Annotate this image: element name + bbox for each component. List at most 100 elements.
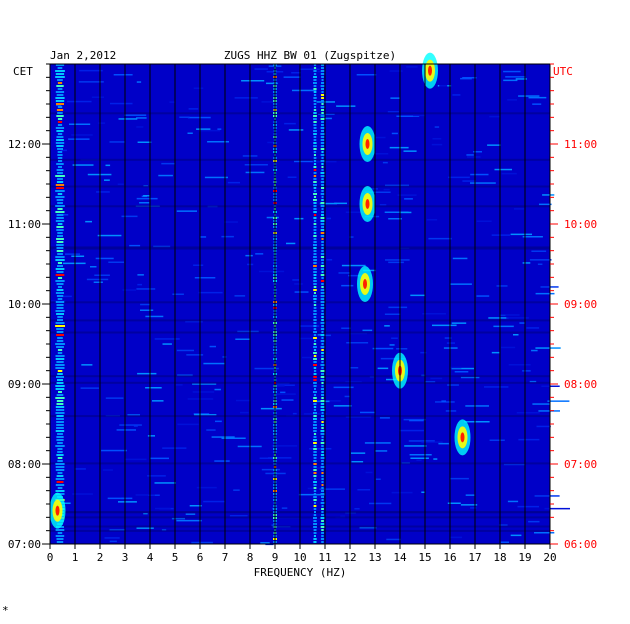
spectral-line-segment bbox=[313, 115, 317, 117]
noise-streak bbox=[211, 436, 235, 438]
spectral-line-segment bbox=[321, 529, 324, 531]
spectral-line-segment bbox=[56, 415, 64, 417]
spectral-line-segment bbox=[313, 73, 317, 75]
spectral-line-segment bbox=[321, 109, 324, 111]
spectral-line-segment bbox=[56, 244, 64, 246]
spectral-line-segment bbox=[57, 379, 63, 381]
spectral-line-segment bbox=[56, 313, 64, 315]
noise-streak bbox=[391, 337, 398, 339]
noise-streak bbox=[334, 202, 347, 205]
noise-streak bbox=[81, 364, 93, 366]
cet-tick-label: 12:00 bbox=[8, 138, 41, 151]
noise-streak bbox=[119, 424, 142, 426]
spectral-line-segment bbox=[320, 268, 325, 270]
spectral-line-segment bbox=[57, 442, 63, 444]
noise-streak bbox=[227, 181, 240, 184]
spectral-line-segment bbox=[55, 97, 65, 99]
noise-streak bbox=[319, 488, 345, 490]
noise-streak bbox=[400, 211, 412, 214]
noise-streak bbox=[354, 508, 360, 510]
noise-streak bbox=[292, 279, 299, 281]
noise-streak bbox=[388, 218, 402, 220]
noise-streak bbox=[389, 146, 409, 149]
noise-streak bbox=[349, 236, 354, 238]
spectral-line-segment bbox=[55, 220, 65, 222]
spectral-line-segment bbox=[313, 316, 317, 318]
spectral-line-segment bbox=[320, 418, 325, 420]
spectral-line-segment bbox=[321, 313, 324, 315]
spectral-line-segment bbox=[313, 88, 317, 90]
spectral-line-segment bbox=[313, 274, 317, 276]
noise-streak bbox=[294, 160, 320, 163]
spectral-line-segment bbox=[56, 214, 64, 216]
noise-streak bbox=[224, 221, 238, 223]
spectral-line-segment bbox=[320, 388, 324, 390]
spectral-line-segment bbox=[56, 427, 64, 429]
spectral-line-segment bbox=[57, 349, 63, 351]
spectral-line-segment bbox=[313, 82, 317, 84]
noise-streak bbox=[350, 367, 359, 369]
noise-streak bbox=[316, 101, 335, 103]
spectral-line-segment bbox=[321, 100, 324, 102]
spectral-line-segment bbox=[320, 220, 325, 222]
spectral-line-segment bbox=[313, 199, 317, 201]
spectral-line-segment bbox=[313, 196, 317, 198]
spectral-line-segment bbox=[56, 295, 64, 297]
noise-streak bbox=[63, 295, 72, 298]
spectral-line-segment bbox=[321, 535, 324, 537]
spectral-line-segment bbox=[320, 139, 325, 141]
spectral-line-segment bbox=[321, 490, 324, 492]
noise-streak bbox=[338, 272, 350, 274]
spectral-line-segment bbox=[320, 292, 325, 294]
noise-streak bbox=[124, 114, 147, 116]
spectral-line-segment bbox=[55, 388, 65, 390]
spectral-line-segment bbox=[313, 64, 317, 66]
spectral-line-segment bbox=[58, 160, 63, 162]
spectral-line-segment bbox=[313, 463, 317, 465]
noise-streak bbox=[67, 100, 92, 103]
spectral-line-segment bbox=[320, 301, 325, 303]
noise-streak bbox=[271, 445, 298, 447]
noise-streak bbox=[426, 219, 438, 221]
noise-streak bbox=[476, 220, 492, 222]
spectral-line-segment bbox=[321, 439, 324, 441]
x-tick-label: 16 bbox=[443, 551, 456, 564]
spectral-line-segment bbox=[313, 358, 317, 360]
spectral-line-segment bbox=[56, 421, 64, 423]
spectral-line-segment bbox=[57, 82, 63, 84]
spectral-line-segment bbox=[313, 127, 317, 129]
spectral-line-segment bbox=[320, 523, 325, 525]
spectral-line-segment bbox=[313, 295, 317, 297]
spectral-line-segment bbox=[313, 283, 317, 285]
spectral-line-segment bbox=[56, 541, 64, 543]
noise-streak bbox=[473, 151, 482, 153]
noise-streak bbox=[266, 82, 278, 85]
spectral-line-segment bbox=[321, 163, 324, 165]
noise-streak bbox=[105, 397, 124, 399]
spectral-line-segment bbox=[313, 346, 317, 348]
spectral-line-segment bbox=[321, 478, 324, 480]
spectral-line-segment bbox=[320, 538, 325, 540]
spectral-line-segment bbox=[313, 175, 317, 177]
noise-streak bbox=[259, 270, 285, 273]
noise-streak bbox=[69, 123, 91, 125]
spectral-line-segment bbox=[313, 286, 317, 288]
noise-streak bbox=[158, 174, 173, 177]
noise-streak bbox=[379, 204, 387, 206]
noise-streak bbox=[375, 136, 386, 139]
noise-streak bbox=[162, 447, 187, 449]
spectral-line-segment bbox=[313, 154, 316, 156]
spectral-line-segment bbox=[313, 268, 317, 270]
spectral-line-segment bbox=[321, 463, 324, 465]
noise-streak bbox=[102, 469, 113, 471]
noise-streak bbox=[508, 364, 531, 366]
spectral-line-segment bbox=[57, 67, 63, 69]
spectral-line-segment bbox=[56, 181, 64, 183]
spectral-line-segment bbox=[313, 112, 317, 114]
noise-streak bbox=[375, 478, 381, 480]
spectral-line-segment bbox=[321, 178, 324, 180]
spectral-line-segment bbox=[313, 427, 317, 429]
spectral-line-segment bbox=[313, 217, 317, 219]
noise-streak bbox=[517, 505, 539, 508]
spectral-line-segment bbox=[56, 136, 64, 138]
